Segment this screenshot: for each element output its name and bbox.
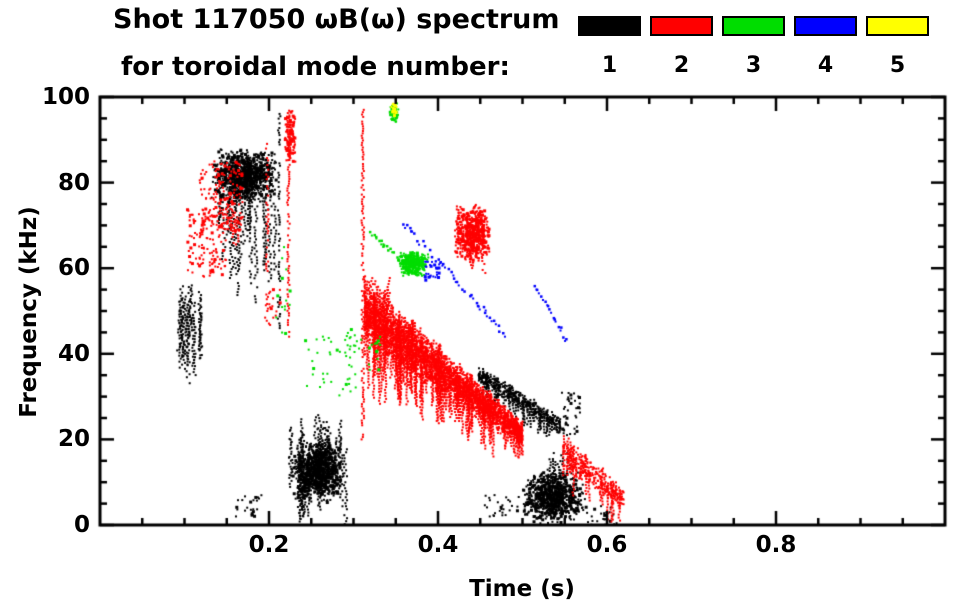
legend-swatch-mode-5 bbox=[866, 16, 929, 36]
y-tick-label: 0 bbox=[73, 512, 90, 538]
legend-mode-number: 5 bbox=[889, 53, 906, 78]
legend-mode-number: 4 bbox=[817, 53, 834, 78]
legend-swatch-mode-1 bbox=[578, 16, 641, 36]
legend-item-mode-3: 3 bbox=[722, 16, 785, 78]
chart-title-line2: for toroidal mode number: bbox=[121, 52, 510, 82]
legend-mode-number: 3 bbox=[745, 53, 762, 78]
legend-item-mode-2: 2 bbox=[650, 16, 713, 78]
legend-swatch-mode-4 bbox=[794, 16, 857, 36]
x-axis-title: Time (s) bbox=[469, 576, 575, 602]
legend: 1 2 3 4 5 bbox=[578, 16, 929, 78]
legend-mode-number: 2 bbox=[673, 53, 690, 78]
legend-item-mode-5: 5 bbox=[866, 16, 929, 78]
y-tick-label: 40 bbox=[57, 340, 90, 367]
legend-swatch-mode-2 bbox=[650, 16, 713, 36]
legend-item-mode-1: 1 bbox=[578, 16, 641, 78]
y-tick-label: 80 bbox=[57, 169, 90, 196]
x-tick-label: 0.6 bbox=[586, 532, 628, 558]
x-tick-label: 0.4 bbox=[417, 532, 459, 558]
legend-mode-number: 1 bbox=[601, 53, 618, 78]
chart-title-line1: Shot 117050 ωB(ω) spectrum bbox=[113, 4, 560, 35]
y-tick-label: 60 bbox=[57, 255, 90, 282]
y-tick-label: 100 bbox=[41, 84, 90, 110]
x-tick-label: 0.2 bbox=[248, 532, 290, 558]
x-tick-label: 0.8 bbox=[755, 532, 797, 558]
y-tick-label: 20 bbox=[57, 426, 90, 453]
legend-swatch-mode-3 bbox=[722, 16, 785, 36]
y-axis-title: Frequency (kHz) bbox=[16, 206, 42, 418]
legend-item-mode-4: 4 bbox=[794, 16, 857, 78]
